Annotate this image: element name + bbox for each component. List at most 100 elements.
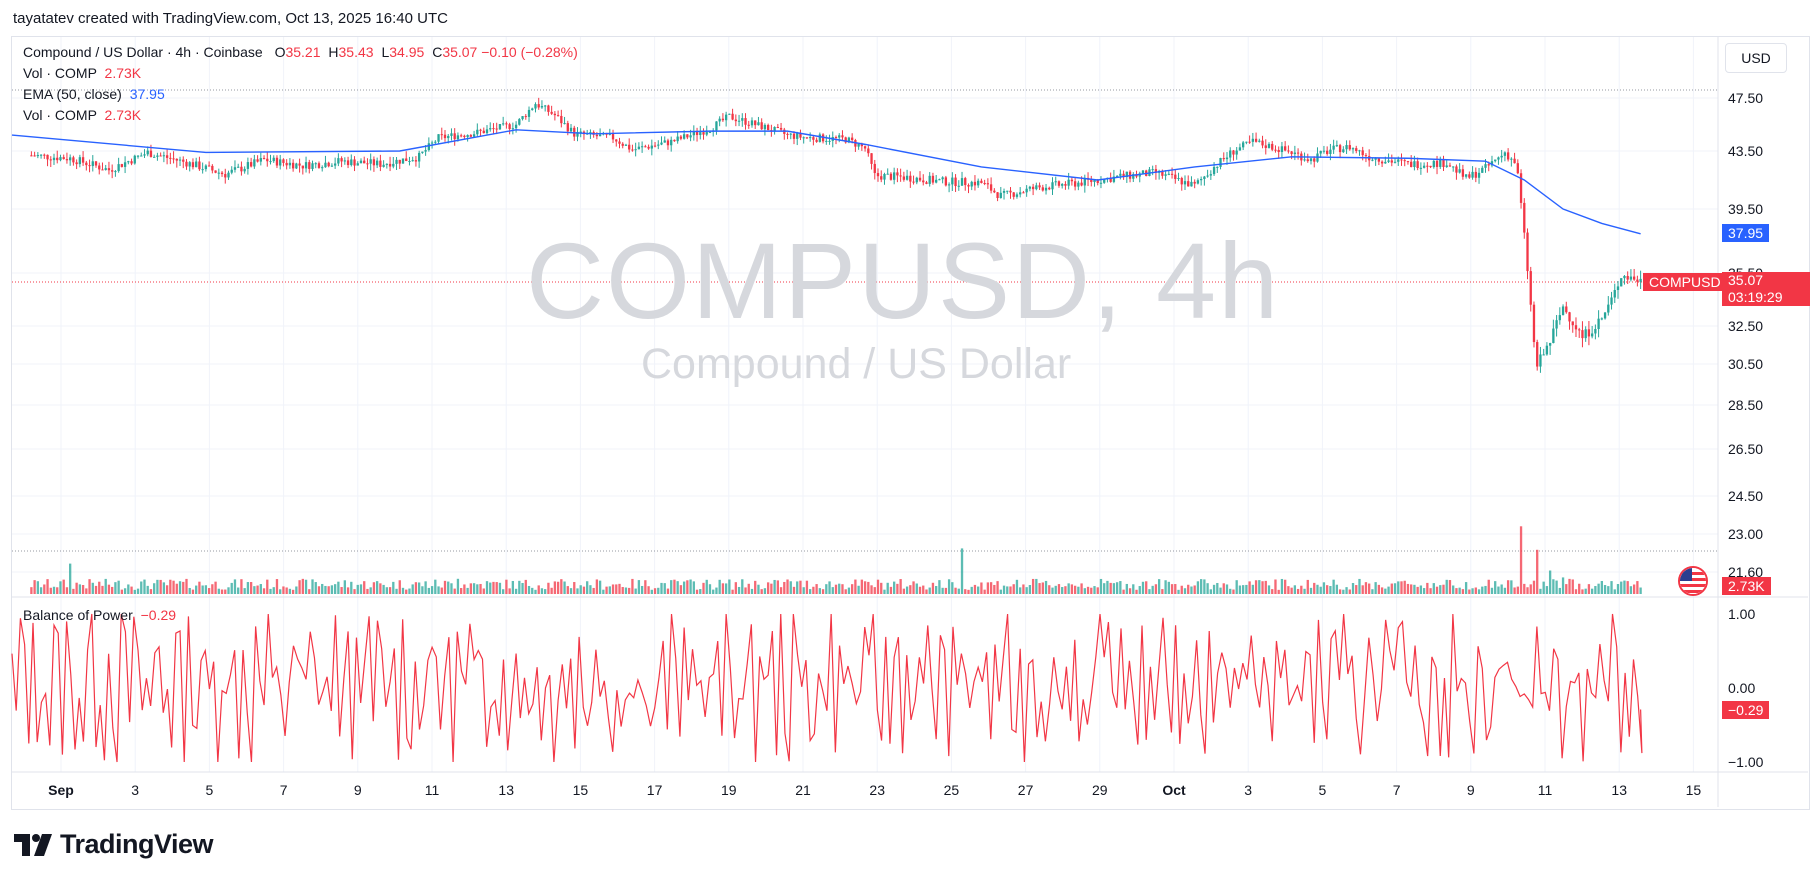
candle-body [912, 181, 915, 183]
volume-bar [1073, 585, 1077, 594]
candle-body [72, 157, 75, 163]
volume-bar [1057, 584, 1061, 594]
volume-bar [838, 583, 841, 594]
candle-body [928, 175, 931, 184]
volume-bar [1028, 585, 1032, 594]
candle-body [169, 157, 172, 159]
candle-body [43, 154, 46, 156]
legend-ema[interactable]: EMA (50, close) 37.95 [23, 86, 165, 102]
candle-body [330, 165, 334, 167]
legend-volume-2[interactable]: Vol · COMP 2.73K [23, 107, 141, 123]
volume-bar [657, 587, 660, 594]
volume-bar [111, 586, 114, 594]
candle-body [1364, 155, 1368, 157]
volume-bar [237, 587, 240, 594]
candle-body [1578, 329, 1581, 331]
volume-bar [130, 586, 133, 594]
volume-bar [534, 589, 537, 594]
volume-bar [1083, 588, 1086, 594]
legend-symbol[interactable]: Compound / US Dollar · 4h · Coinbase [23, 44, 263, 60]
candle-body [1355, 148, 1358, 151]
volume-bar [821, 589, 825, 594]
volume-bar [1448, 580, 1452, 594]
candle-body [744, 118, 747, 125]
time-tick-label: 29 [1092, 782, 1108, 798]
volume-bar [792, 586, 796, 594]
candle-body [708, 131, 712, 133]
volume-bar [637, 580, 641, 594]
candle-body [747, 124, 750, 126]
time-tick-label: 9 [1467, 782, 1475, 798]
candle-body [1119, 173, 1122, 176]
candle-body [1235, 150, 1238, 155]
volume-bar [1361, 585, 1364, 594]
candle-body [999, 192, 1002, 199]
candle-body [1154, 169, 1158, 173]
volume-bar [705, 579, 708, 594]
candle-body [1358, 150, 1361, 152]
volume-bar [91, 582, 94, 594]
volume-bar [498, 582, 502, 594]
currency-button[interactable]: USD [1725, 43, 1787, 73]
candle-body [414, 160, 418, 162]
volume-bar [605, 586, 608, 594]
candle-body [834, 137, 838, 139]
candle-body [324, 162, 327, 168]
candle-body [938, 179, 941, 181]
candle-body [1439, 158, 1442, 167]
volume-bar [834, 584, 838, 594]
volume-bar [405, 589, 408, 594]
volume-bar [259, 584, 262, 594]
candle-body [450, 133, 453, 136]
candle-body [133, 155, 136, 164]
candle-body [1203, 176, 1206, 180]
volume-bar [220, 589, 224, 594]
us-flag-icon[interactable] [1678, 566, 1708, 596]
volume-bar [689, 579, 692, 594]
candle-body [343, 160, 346, 162]
volume-bar [1322, 582, 1326, 594]
candle-body [870, 153, 873, 164]
volume-bar [812, 586, 815, 594]
legend-vol1-label: Vol · COMP [23, 65, 97, 81]
volume-bar [1452, 585, 1455, 594]
volume-bars [30, 526, 1642, 594]
candle-body [1452, 166, 1455, 168]
tradingview-logo[interactable]: TradingView [14, 829, 214, 860]
candle-body [249, 162, 253, 167]
candle-body [379, 160, 382, 167]
candle-body [301, 165, 304, 169]
candle-body [964, 178, 967, 186]
candle-body [1584, 329, 1587, 339]
candle-body [98, 165, 101, 170]
volume-bar [314, 582, 317, 594]
candle-body [369, 159, 372, 164]
volume-bar [240, 579, 243, 594]
volume-bar [1038, 583, 1041, 594]
legend-bop[interactable]: Balance of Power −0.29 [23, 607, 176, 623]
candle-body [363, 160, 366, 164]
volume-bar [204, 585, 208, 594]
volume-bar [1558, 587, 1561, 594]
candle-body [1326, 150, 1329, 154]
candle-body [1380, 161, 1384, 164]
candle-body [1484, 164, 1487, 168]
volume-bar [1639, 587, 1642, 594]
candle-body [508, 124, 511, 130]
time-tick-label: 3 [1244, 782, 1252, 798]
candle-body [207, 165, 211, 167]
candle-body [1403, 160, 1406, 162]
volume-bar [120, 589, 124, 594]
candle-body [828, 140, 831, 142]
candle-body [1471, 171, 1474, 178]
legend-volume-1[interactable]: Vol · COMP 2.73K [23, 65, 141, 81]
volume-bar [1093, 586, 1096, 594]
candle-body [724, 114, 728, 121]
attribution: tayatatev created with TradingView.com, … [13, 10, 448, 27]
candle-body [989, 184, 993, 191]
volume-bar [1477, 589, 1481, 594]
candle-body [935, 179, 938, 183]
volume-bar [589, 585, 592, 594]
candle-body [1190, 181, 1193, 187]
